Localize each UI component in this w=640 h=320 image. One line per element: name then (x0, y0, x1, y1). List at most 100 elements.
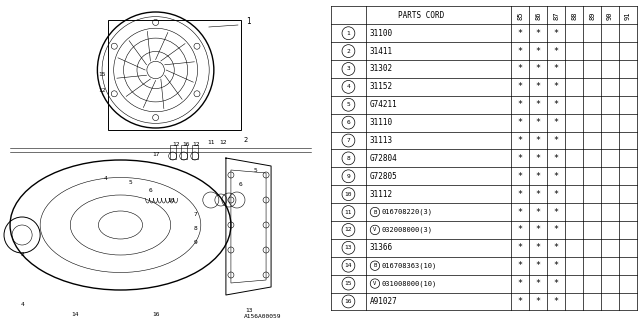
Text: 31113: 31113 (370, 136, 393, 145)
Text: 14: 14 (72, 313, 79, 317)
Text: 86: 86 (535, 11, 541, 20)
Text: *: * (554, 47, 559, 56)
Text: 89: 89 (589, 11, 595, 20)
Text: *: * (554, 190, 559, 199)
Text: 31100: 31100 (370, 29, 393, 38)
Text: *: * (536, 65, 541, 74)
Text: V: V (373, 281, 376, 286)
Text: V: V (373, 228, 376, 232)
Text: *: * (554, 118, 559, 127)
Text: *: * (536, 190, 541, 199)
Text: 3: 3 (20, 252, 24, 258)
Text: *: * (536, 279, 541, 288)
Text: *: * (518, 261, 523, 270)
Text: 016708363(10): 016708363(10) (381, 262, 436, 269)
Text: 032008000(3): 032008000(3) (381, 227, 432, 233)
Text: 11: 11 (207, 140, 214, 146)
Text: 6: 6 (239, 182, 243, 188)
Text: 2: 2 (244, 137, 248, 143)
Text: 31411: 31411 (370, 47, 393, 56)
Text: *: * (536, 118, 541, 127)
Text: 31152: 31152 (370, 82, 393, 92)
Text: *: * (536, 208, 541, 217)
Text: *: * (554, 82, 559, 92)
Text: 8: 8 (194, 226, 198, 230)
Text: *: * (536, 100, 541, 109)
Text: 7: 7 (346, 138, 350, 143)
Text: 31366: 31366 (370, 243, 393, 252)
Text: *: * (536, 225, 541, 235)
Text: 2: 2 (346, 49, 350, 54)
Text: *: * (536, 29, 541, 38)
Text: 4: 4 (20, 302, 24, 308)
Text: 6: 6 (346, 120, 350, 125)
Text: 11: 11 (345, 210, 352, 214)
Text: *: * (536, 297, 541, 306)
Text: *: * (554, 29, 559, 38)
Text: 4: 4 (346, 84, 350, 89)
Text: 5: 5 (346, 102, 350, 107)
Text: *: * (554, 279, 559, 288)
Text: *: * (518, 29, 523, 38)
Text: *: * (518, 172, 523, 181)
Text: 6: 6 (148, 188, 152, 193)
Text: G74211: G74211 (370, 100, 397, 109)
Text: PARTS CORD: PARTS CORD (398, 11, 444, 20)
Text: *: * (518, 136, 523, 145)
Text: 16: 16 (152, 313, 159, 317)
Text: 1: 1 (246, 18, 250, 27)
Text: *: * (536, 261, 541, 270)
Text: *: * (518, 279, 523, 288)
Text: 31302: 31302 (370, 65, 393, 74)
Text: *: * (518, 100, 523, 109)
Text: *: * (536, 136, 541, 145)
Text: 4: 4 (104, 175, 108, 180)
Text: 12: 12 (219, 140, 227, 146)
Text: 7: 7 (194, 212, 198, 218)
Text: A156A00059: A156A00059 (244, 314, 281, 318)
Text: *: * (536, 172, 541, 181)
Text: 15: 15 (98, 73, 106, 77)
Text: 5: 5 (129, 180, 132, 186)
Text: *: * (554, 100, 559, 109)
Text: *: * (518, 118, 523, 127)
Text: 31112: 31112 (370, 190, 393, 199)
Text: 12: 12 (192, 142, 200, 148)
Text: *: * (554, 65, 559, 74)
Text: 12: 12 (345, 228, 352, 232)
Text: *: * (518, 225, 523, 235)
Text: 9: 9 (194, 239, 198, 244)
Text: 16: 16 (345, 299, 352, 304)
Text: *: * (518, 154, 523, 163)
Text: 8: 8 (346, 156, 350, 161)
Text: B: B (373, 263, 376, 268)
Text: *: * (518, 82, 523, 92)
Text: 15: 15 (345, 281, 352, 286)
Text: *: * (554, 172, 559, 181)
Text: 16: 16 (182, 142, 189, 148)
Text: *: * (536, 154, 541, 163)
Text: *: * (536, 82, 541, 92)
Text: 88: 88 (571, 11, 577, 20)
Text: 12: 12 (172, 142, 179, 148)
Text: *: * (554, 136, 559, 145)
Text: G72804: G72804 (370, 154, 397, 163)
Text: 10: 10 (345, 192, 352, 197)
Text: B: B (373, 210, 376, 214)
Text: *: * (536, 243, 541, 252)
Text: *: * (518, 208, 523, 217)
Text: 12: 12 (98, 87, 106, 92)
Text: 85: 85 (517, 11, 524, 20)
Text: *: * (554, 225, 559, 235)
Text: 10: 10 (167, 197, 175, 203)
Text: *: * (518, 243, 523, 252)
Text: *: * (554, 154, 559, 163)
Text: 3: 3 (346, 67, 350, 71)
Text: 13: 13 (245, 308, 253, 313)
Text: *: * (554, 297, 559, 306)
Text: 90: 90 (607, 11, 613, 20)
Text: 17: 17 (152, 153, 159, 157)
Text: *: * (518, 65, 523, 74)
Text: G72805: G72805 (370, 172, 397, 181)
Text: *: * (554, 261, 559, 270)
